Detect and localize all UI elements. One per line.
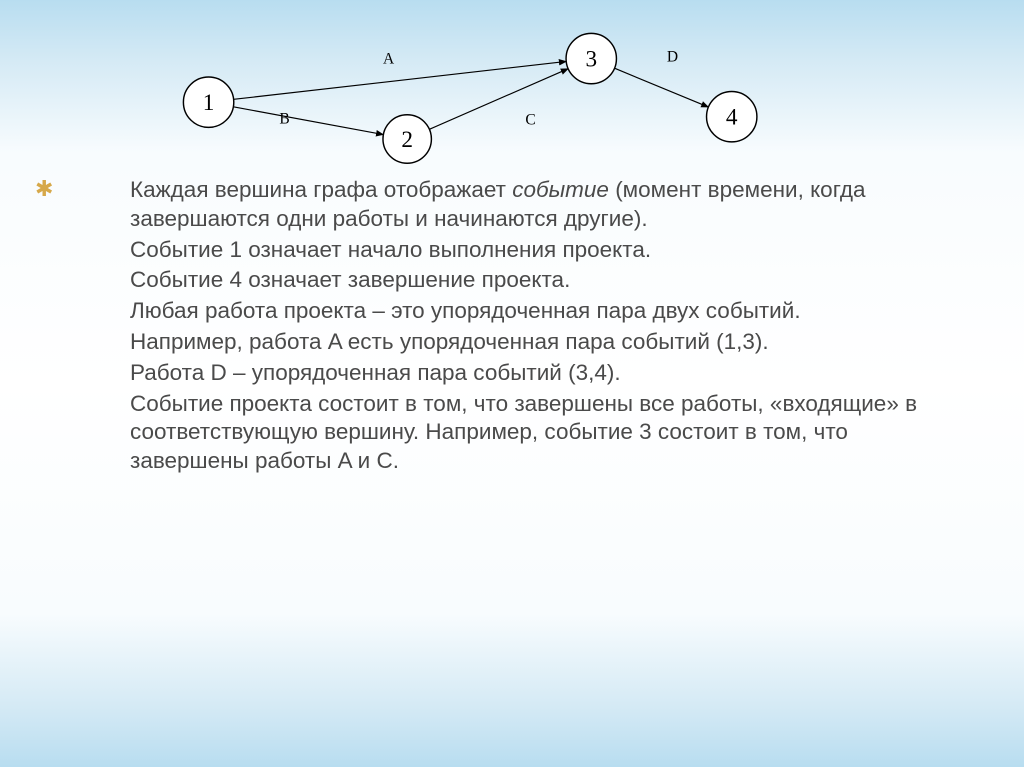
edge-D: [615, 68, 709, 107]
bullet-asterisk: ✱: [35, 178, 53, 200]
paragraph-4: Любая работа проекта – это упорядоченная…: [130, 297, 930, 326]
paragraph-2: Событие 1 означает начало выполнения про…: [130, 236, 930, 265]
paragraph-7: Событие проекта состоит в том, что завер…: [130, 390, 930, 476]
edge-C: [429, 69, 568, 130]
node-label-1: 1: [203, 90, 215, 116]
paragraph-5: Например, работа A есть упорядоченная па…: [130, 328, 930, 357]
edge-label-C: C: [525, 111, 535, 128]
node-label-4: 4: [726, 104, 738, 130]
node-label-2: 2: [401, 127, 413, 153]
edge-A: [234, 61, 567, 99]
network-diagram: 1 2 3 4 A B C D: [155, 15, 795, 170]
edge-B: [233, 107, 383, 135]
p1-emphasis: событие: [512, 177, 609, 202]
paragraph-1: Каждая вершина графа отображает событие …: [130, 176, 930, 234]
p1a: Каждая вершина графа отображает: [130, 177, 512, 202]
node-label-3: 3: [585, 46, 597, 72]
paragraph-6: Работа D – упорядоченная пара событий (3…: [130, 359, 930, 388]
paragraph-3: Событие 4 означает завершение проекта.: [130, 266, 930, 295]
slide-text: Каждая вершина графа отображает событие …: [130, 176, 930, 478]
edge-label-A: A: [383, 50, 395, 67]
edge-label-D: D: [667, 48, 678, 65]
edge-label-B: B: [279, 111, 289, 128]
